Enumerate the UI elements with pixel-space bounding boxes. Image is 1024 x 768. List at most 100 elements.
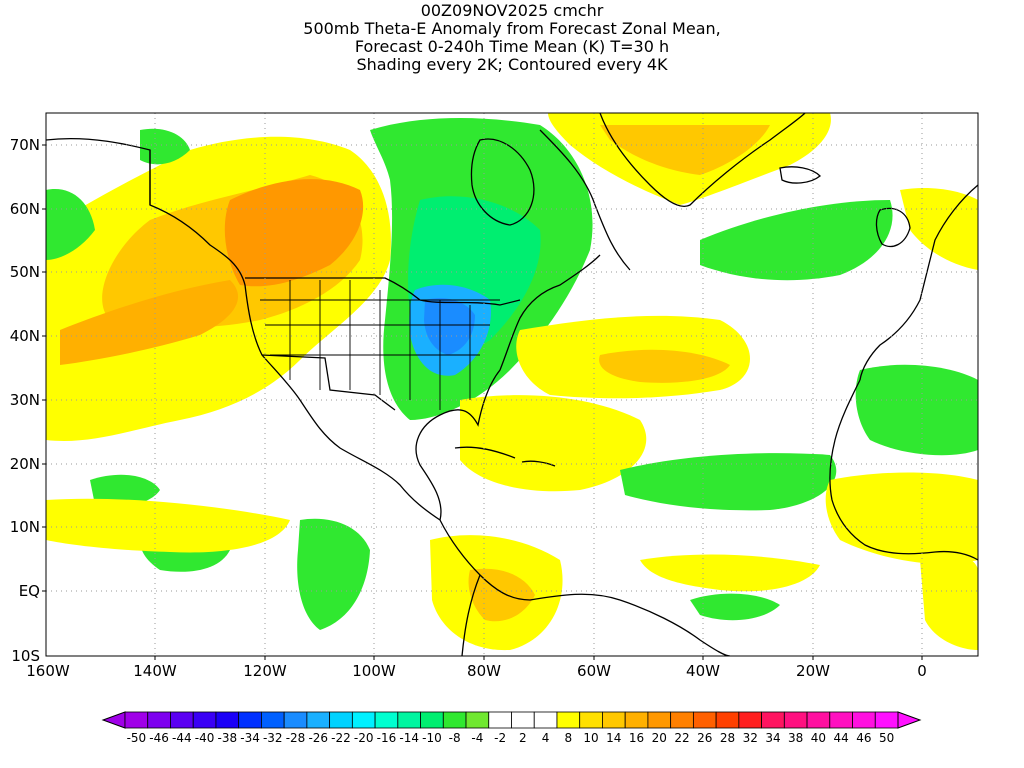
colorbar-swatch — [602, 711, 626, 729]
colorbar-swatch — [738, 711, 762, 729]
lat-tick-label: 30N — [10, 391, 40, 409]
coast-cuba — [454, 446, 516, 459]
shading-negative-far-west — [46, 189, 95, 260]
lat-tick-label: 20N — [10, 455, 40, 473]
colorbar-label: 8 — [565, 731, 573, 745]
colorbar-label: 22 — [674, 731, 689, 745]
lon-tick-label: 160W — [26, 662, 70, 680]
lon-tick-label: 20W — [796, 662, 830, 680]
colorbar-swatch — [442, 711, 467, 729]
colorbar-label: 20 — [652, 731, 667, 745]
lon-tick-label: 80W — [467, 662, 501, 680]
shading-negative-south-atlantic — [690, 593, 780, 621]
colorbar-swatch — [397, 711, 421, 729]
colorbar-swatch — [579, 711, 603, 729]
lon-ticks — [154, 656, 923, 660]
colorbar-label: -40 — [195, 731, 215, 745]
coast-hispaniola — [521, 460, 556, 467]
colorbar-arrow-left — [101, 711, 126, 729]
shading-negative-tropical-atlantic — [620, 453, 837, 511]
colorbar-label: 38 — [788, 731, 803, 745]
colorbar-label: 28 — [720, 731, 735, 745]
border-states-cols — [289, 280, 471, 410]
colorbar-label: -26 — [308, 731, 328, 745]
lon-tick-label: 60W — [577, 662, 611, 680]
coast-north-america-east — [415, 254, 601, 521]
shading-positive-europe — [900, 188, 978, 270]
colorbar-swatch — [715, 711, 740, 729]
colorbar-swatch — [192, 711, 217, 729]
colorbar-swatch — [647, 711, 672, 729]
shading-positive-africa — [825, 472, 978, 564]
colorbar-label: -22 — [331, 731, 351, 745]
colorbar-swatch — [374, 711, 399, 729]
colorbar: -50 -46 -44 -40 -38 -34 -32 -28 -26 -22 -20 -16 -14-… — [101, 711, 922, 745]
colorbar-swatch — [215, 711, 240, 729]
colorbar-label: -20 — [354, 731, 374, 745]
shading-positive-subtropics — [460, 395, 647, 492]
colorbar-swatch — [624, 711, 649, 729]
coast-europe — [859, 184, 978, 381]
colorbar-swatch — [829, 711, 853, 729]
colorbar-arrow-right — [897, 711, 922, 729]
title-line-run: 00Z09NOV2025 cmchr — [420, 1, 604, 20]
colorbar-label: -10 — [422, 731, 442, 745]
colorbar-swatch — [533, 711, 558, 729]
colorbar-label: 34 — [765, 731, 780, 745]
colorbar-swatch — [283, 711, 308, 729]
coast-iceland — [779, 166, 821, 184]
colorbar-label: 50 — [879, 731, 894, 745]
colorbar-swatch — [465, 711, 490, 729]
shading-negative-bering — [140, 128, 190, 165]
colorbar-swatch — [511, 711, 535, 729]
colorbar-label: -34 — [240, 731, 260, 745]
colorbar-swatch — [170, 711, 194, 729]
colorbar-label: -28 — [286, 731, 306, 745]
colorbar-swatch — [238, 711, 262, 729]
coast-british-isles — [875, 207, 911, 248]
colorbar-swatch — [761, 711, 785, 729]
colorbar-swatch — [124, 711, 149, 729]
shading-positive-tropical-pacific — [46, 498, 290, 553]
lat-tick-label: 70N — [10, 136, 40, 154]
lat-tick-label: 10N — [10, 518, 40, 536]
colorbar-label: -16 — [377, 731, 397, 745]
shading-negative-core-deep — [424, 298, 475, 355]
colorbar-label: 2 — [519, 731, 527, 745]
colorbar-swatch — [556, 711, 581, 729]
shading-negative-tropical-pacific — [297, 518, 370, 630]
coast-labrador — [539, 129, 631, 271]
title-line-forecast: Forecast 0-240h Time Mean (K) T=30 h — [354, 37, 670, 56]
lon-tick-label: 120W — [243, 662, 287, 680]
colorbar-label: 4 — [542, 731, 550, 745]
colorbar-swatch — [852, 711, 876, 729]
colorbar-swatch — [806, 711, 831, 729]
colorbar-label: -8 — [449, 731, 461, 745]
colorbar-label: -2 — [494, 731, 506, 745]
lat-tick-label: EQ — [19, 582, 40, 600]
lon-tick-label: 140W — [133, 662, 177, 680]
colorbar-label: 26 — [697, 731, 712, 745]
map-plot-area — [46, 113, 978, 656]
colorbar-swatch — [670, 711, 694, 729]
coast-africa — [829, 379, 978, 561]
shading-negative-atlantic — [700, 200, 893, 281]
shading-positive-pacific-strong — [224, 179, 364, 287]
lat-axis: 70N 60N 50N 40N 30N 20N 10N EQ 10S — [10, 136, 40, 665]
shading-positive-south-atlantic — [640, 554, 820, 592]
colorbar-swatch — [329, 711, 353, 729]
lat-tick-label: 50N — [10, 263, 40, 281]
colorbar-label: -44 — [172, 731, 192, 745]
coast-greenland — [599, 113, 806, 207]
title-line-shading: Shading every 2K; Contoured every 4K — [356, 55, 668, 74]
lat-lon-grid — [46, 113, 978, 656]
lon-tick-label: 100W — [352, 662, 396, 680]
colorbar-swatch — [874, 711, 899, 729]
lat-tick-label: 40N — [10, 327, 40, 345]
anomaly-shading — [46, 113, 978, 651]
colorbar-label: 16 — [629, 731, 644, 745]
colorbar-label: 10 — [583, 731, 598, 745]
colorbar-swatch — [420, 711, 444, 729]
coast-south-america — [439, 519, 731, 656]
